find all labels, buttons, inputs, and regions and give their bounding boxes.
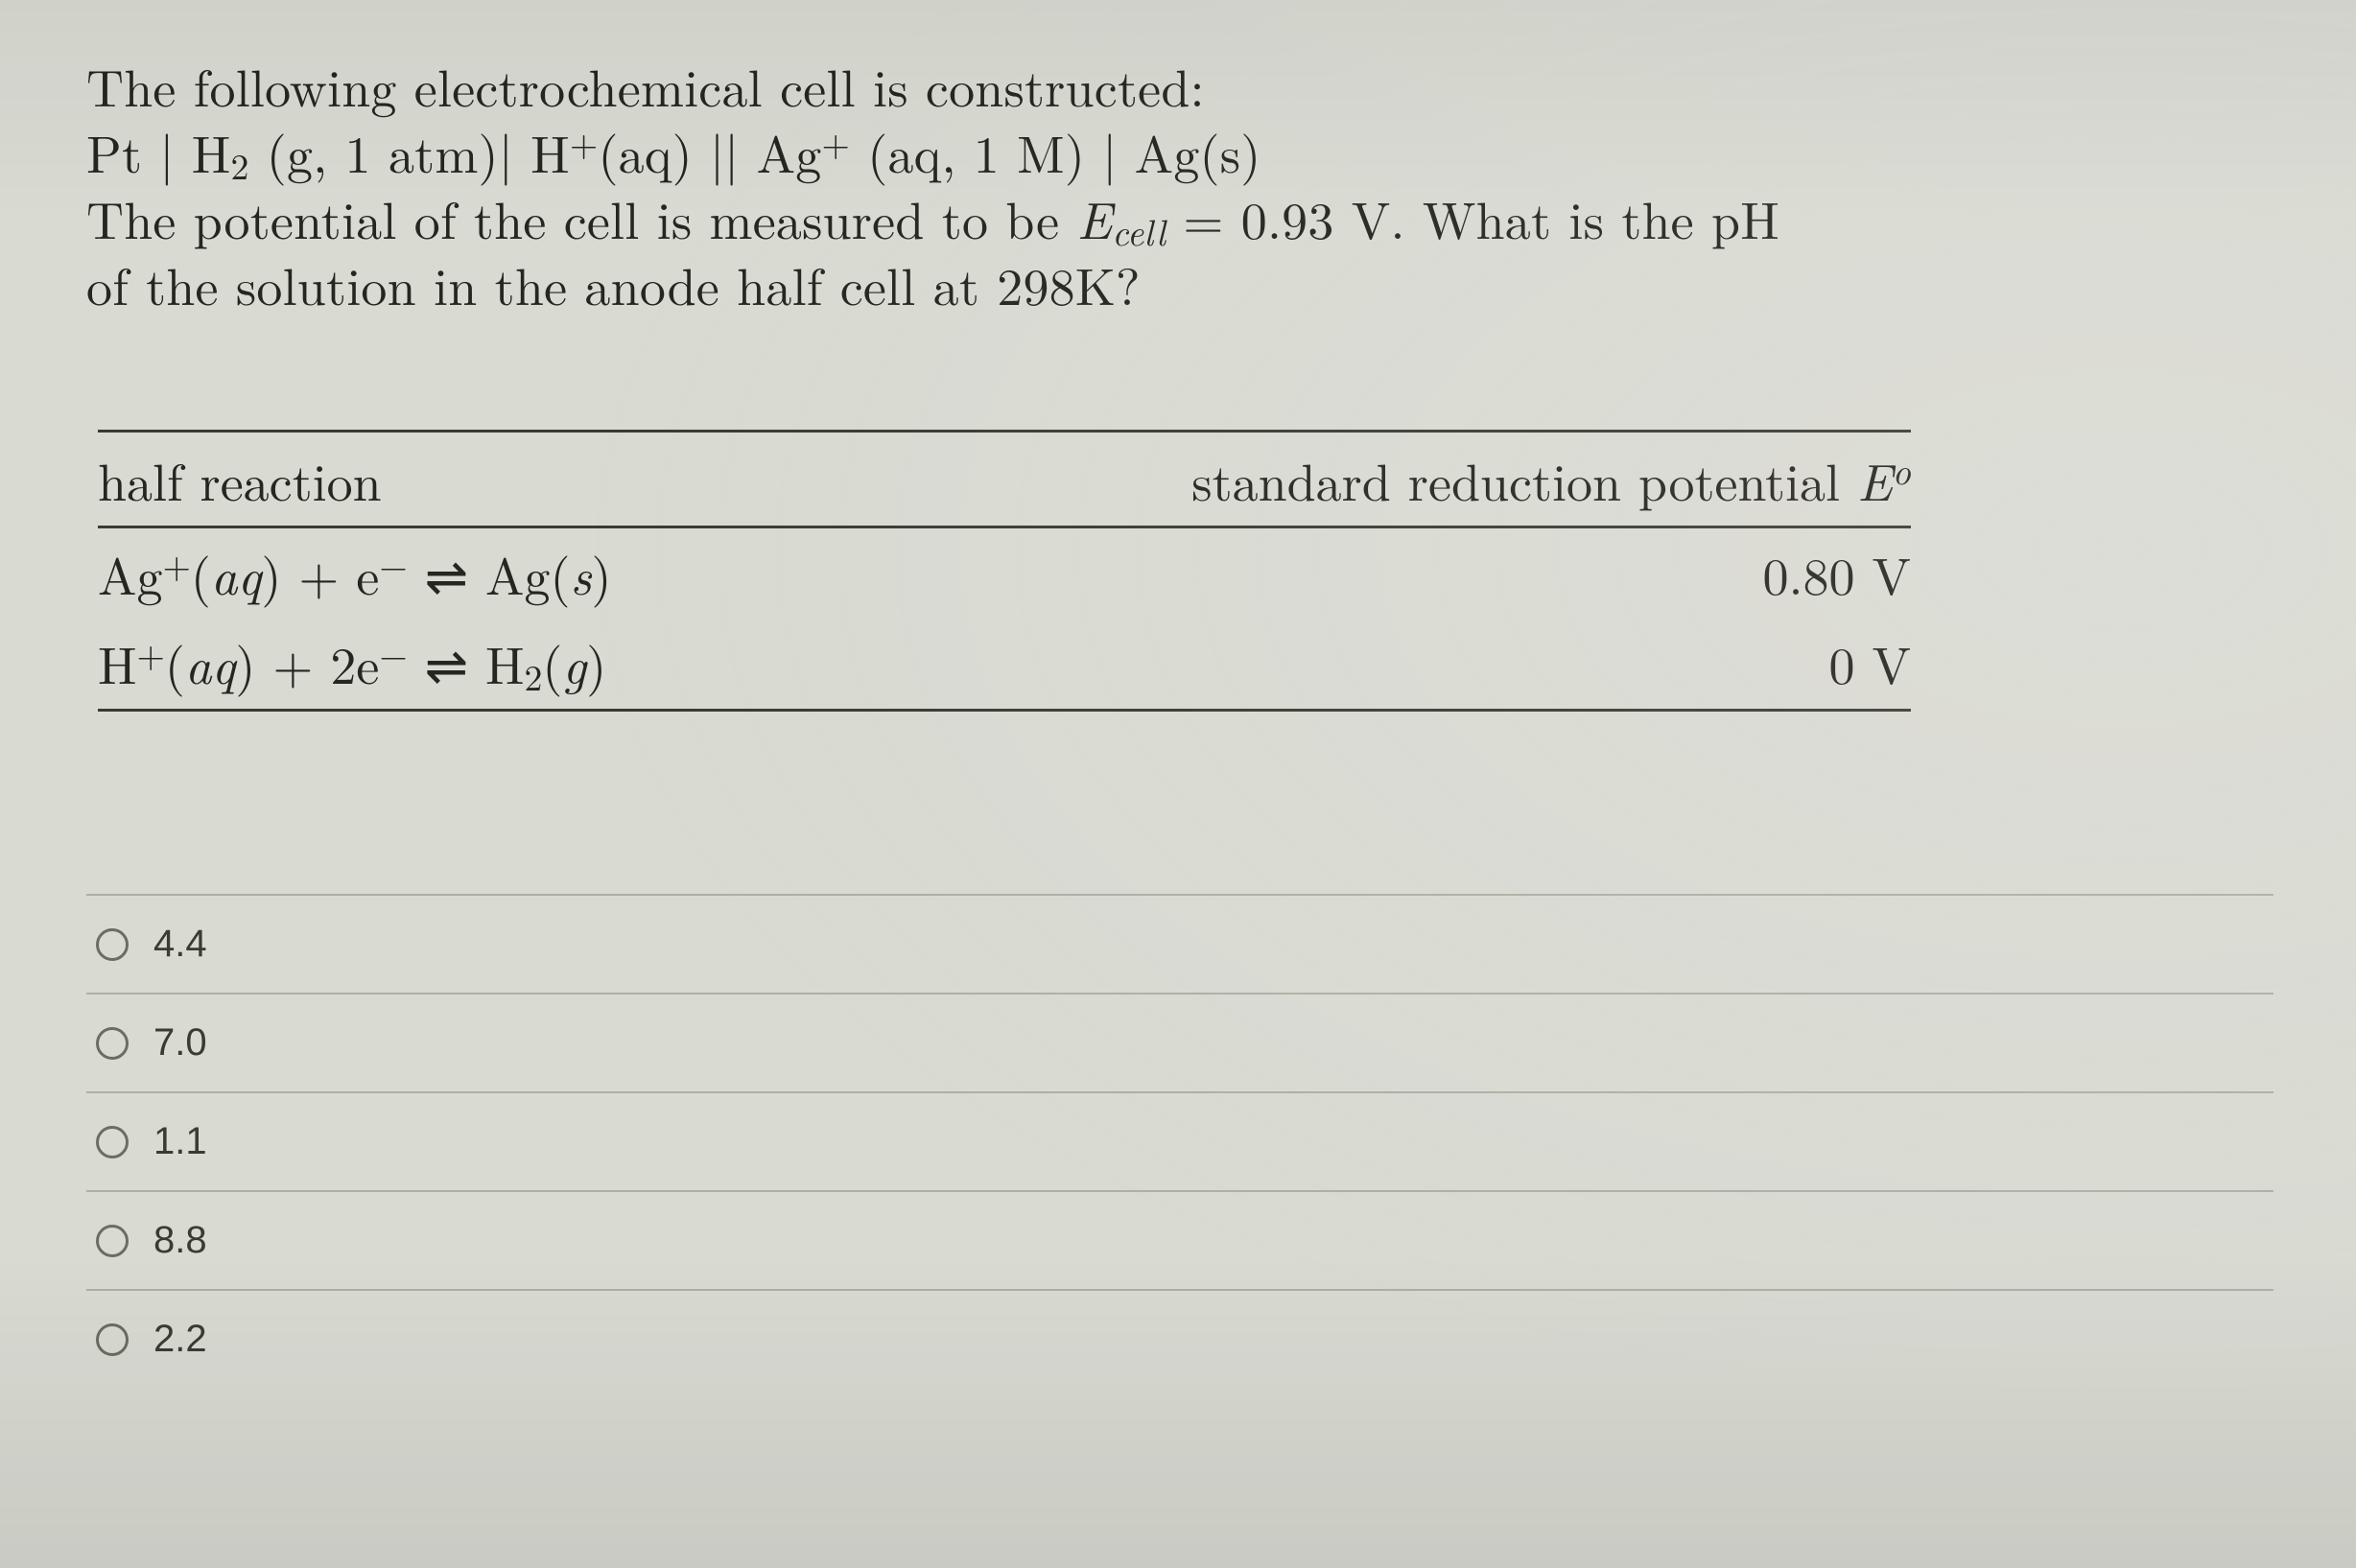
table-row: Ag+(aq) + e− ⇌ Ag(s) 0.80 V <box>98 527 1911 620</box>
answer-option[interactable]: 8.8 <box>86 1190 2274 1289</box>
answer-option[interactable]: 1.1 <box>86 1091 2274 1190</box>
question-line-3-pre: The potential of the cell is measured to… <box>86 180 1076 254</box>
table-cell-potential: 0 V <box>854 620 1911 711</box>
radio-icon[interactable] <box>96 1027 129 1060</box>
question-line-3: The potential of the cell is measured to… <box>86 184 2289 250</box>
radio-icon[interactable] <box>96 1323 129 1356</box>
question-stem: The following electrochemical cell is co… <box>86 52 2289 316</box>
answer-option[interactable]: 7.0 <box>86 993 2274 1091</box>
question-line-3-post: . What is the pH <box>1390 180 1779 254</box>
radio-icon[interactable] <box>96 928 129 961</box>
table-row: H+(aq) + 2e− ⇌ H2(g) 0 V <box>98 620 1911 711</box>
radio-icon[interactable] <box>96 1225 129 1257</box>
reduction-potential-table: half reaction standard reduction potenti… <box>98 430 1911 712</box>
table-header-potential: standard reduction potential Eo <box>854 432 1911 527</box>
answer-option-label: 8.8 <box>153 1219 207 1262</box>
table-header-reaction: half reaction <box>98 432 854 527</box>
answer-option-label: 7.0 <box>153 1021 207 1065</box>
table-header-row: half reaction standard reduction potenti… <box>98 432 1911 527</box>
question-line-4: of the solution in the anode half cell a… <box>86 250 2289 316</box>
question-line-1: The following electrochemical cell is co… <box>86 52 2289 118</box>
question-line-2: Pt | H2 (g, 1 atm)| H+(aq) || Ag+ (aq, 1… <box>86 118 2289 184</box>
table-cell-reaction: Ag+(aq) + e− ⇌ Ag(s) <box>98 527 854 620</box>
answer-option-label: 2.2 <box>153 1318 207 1361</box>
answer-option[interactable]: 4.4 <box>86 894 2274 993</box>
table-cell-potential: 0.80 V <box>854 527 1911 620</box>
table-cell-reaction: H+(aq) + 2e− ⇌ H2(g) <box>98 620 854 711</box>
answer-option[interactable]: 2.2 <box>86 1289 2274 1388</box>
radio-icon[interactable] <box>96 1126 129 1158</box>
question-page: The following electrochemical cell is co… <box>0 0 2356 1388</box>
answer-option-label: 1.1 <box>153 1120 207 1163</box>
answer-option-label: 4.4 <box>153 923 207 966</box>
answer-options: 4.4 7.0 1.1 8.8 2.2 <box>86 894 2274 1388</box>
question-line-3-eq: Ecell = 0.93 V <box>1076 180 1390 254</box>
